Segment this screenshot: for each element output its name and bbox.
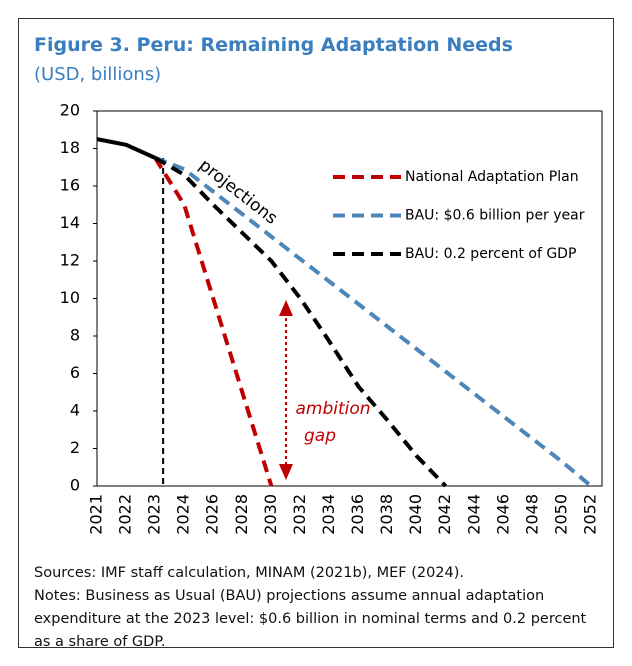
y-tick-label: 14 [60, 213, 80, 232]
x-tick-label: 2052 [581, 494, 600, 535]
y-tick-label: 8 [70, 326, 80, 345]
x-tick-label: 2023 [145, 494, 164, 535]
y-tick-label: 10 [60, 288, 80, 307]
y-tick-label: 18 [60, 138, 80, 157]
arrow-head [279, 464, 293, 480]
x-tick-label: 2026 [203, 494, 222, 535]
annotation: gap [304, 426, 336, 446]
y-tick-label: 20 [60, 101, 80, 120]
annotation: projections [195, 155, 281, 229]
arrow-head [279, 300, 293, 316]
y-tick-label: 4 [70, 401, 80, 420]
y-tick-label: 12 [60, 251, 80, 270]
x-tick-label: 2030 [261, 494, 280, 535]
x-tick-label: 2044 [464, 494, 483, 535]
x-tick-label: 2040 [406, 494, 425, 535]
chart-title: Figure 3. Peru: Remaining Adaptation Nee… [34, 34, 513, 56]
y-tick-label: 2 [70, 438, 80, 457]
x-tick-label: 2042 [435, 494, 454, 535]
legend-label: BAU: 0.2 percent of GDP [405, 246, 576, 262]
legend-label: National Adaptation Plan [405, 169, 579, 185]
x-tick-label: 2050 [551, 494, 570, 535]
legend-label: BAU: $0.6 billion per year [405, 208, 585, 224]
series-line [96, 137, 156, 160]
x-tick-label: 2036 [348, 494, 367, 535]
frame [18, 18, 614, 648]
sources: Sources: IMF staff calculation, MINAM (2… [34, 565, 465, 581]
chart-subtitle: (USD, billions) [34, 64, 162, 85]
x-tick-label: 2028 [232, 494, 251, 535]
y-tick-label: 16 [60, 176, 80, 195]
annotation: ambition [295, 399, 370, 419]
series-line [154, 156, 448, 488]
y-tick-label: 0 [70, 476, 80, 495]
x-tick-label: 2032 [290, 494, 309, 535]
x-tick-label: 2024 [174, 494, 193, 535]
x-tick-label: 2022 [116, 494, 135, 535]
x-tick-label: 2046 [493, 494, 512, 535]
notes: Notes: Business as Usual (BAU) projectio… [34, 588, 587, 650]
y-tick-label: 6 [70, 363, 80, 382]
x-tick-label: 2021 [87, 494, 106, 535]
x-tick-label: 2038 [377, 494, 396, 535]
series-line [153, 156, 274, 487]
series-line [154, 156, 593, 488]
x-tick-label: 2034 [319, 494, 338, 535]
x-tick-label: 2048 [522, 494, 541, 535]
